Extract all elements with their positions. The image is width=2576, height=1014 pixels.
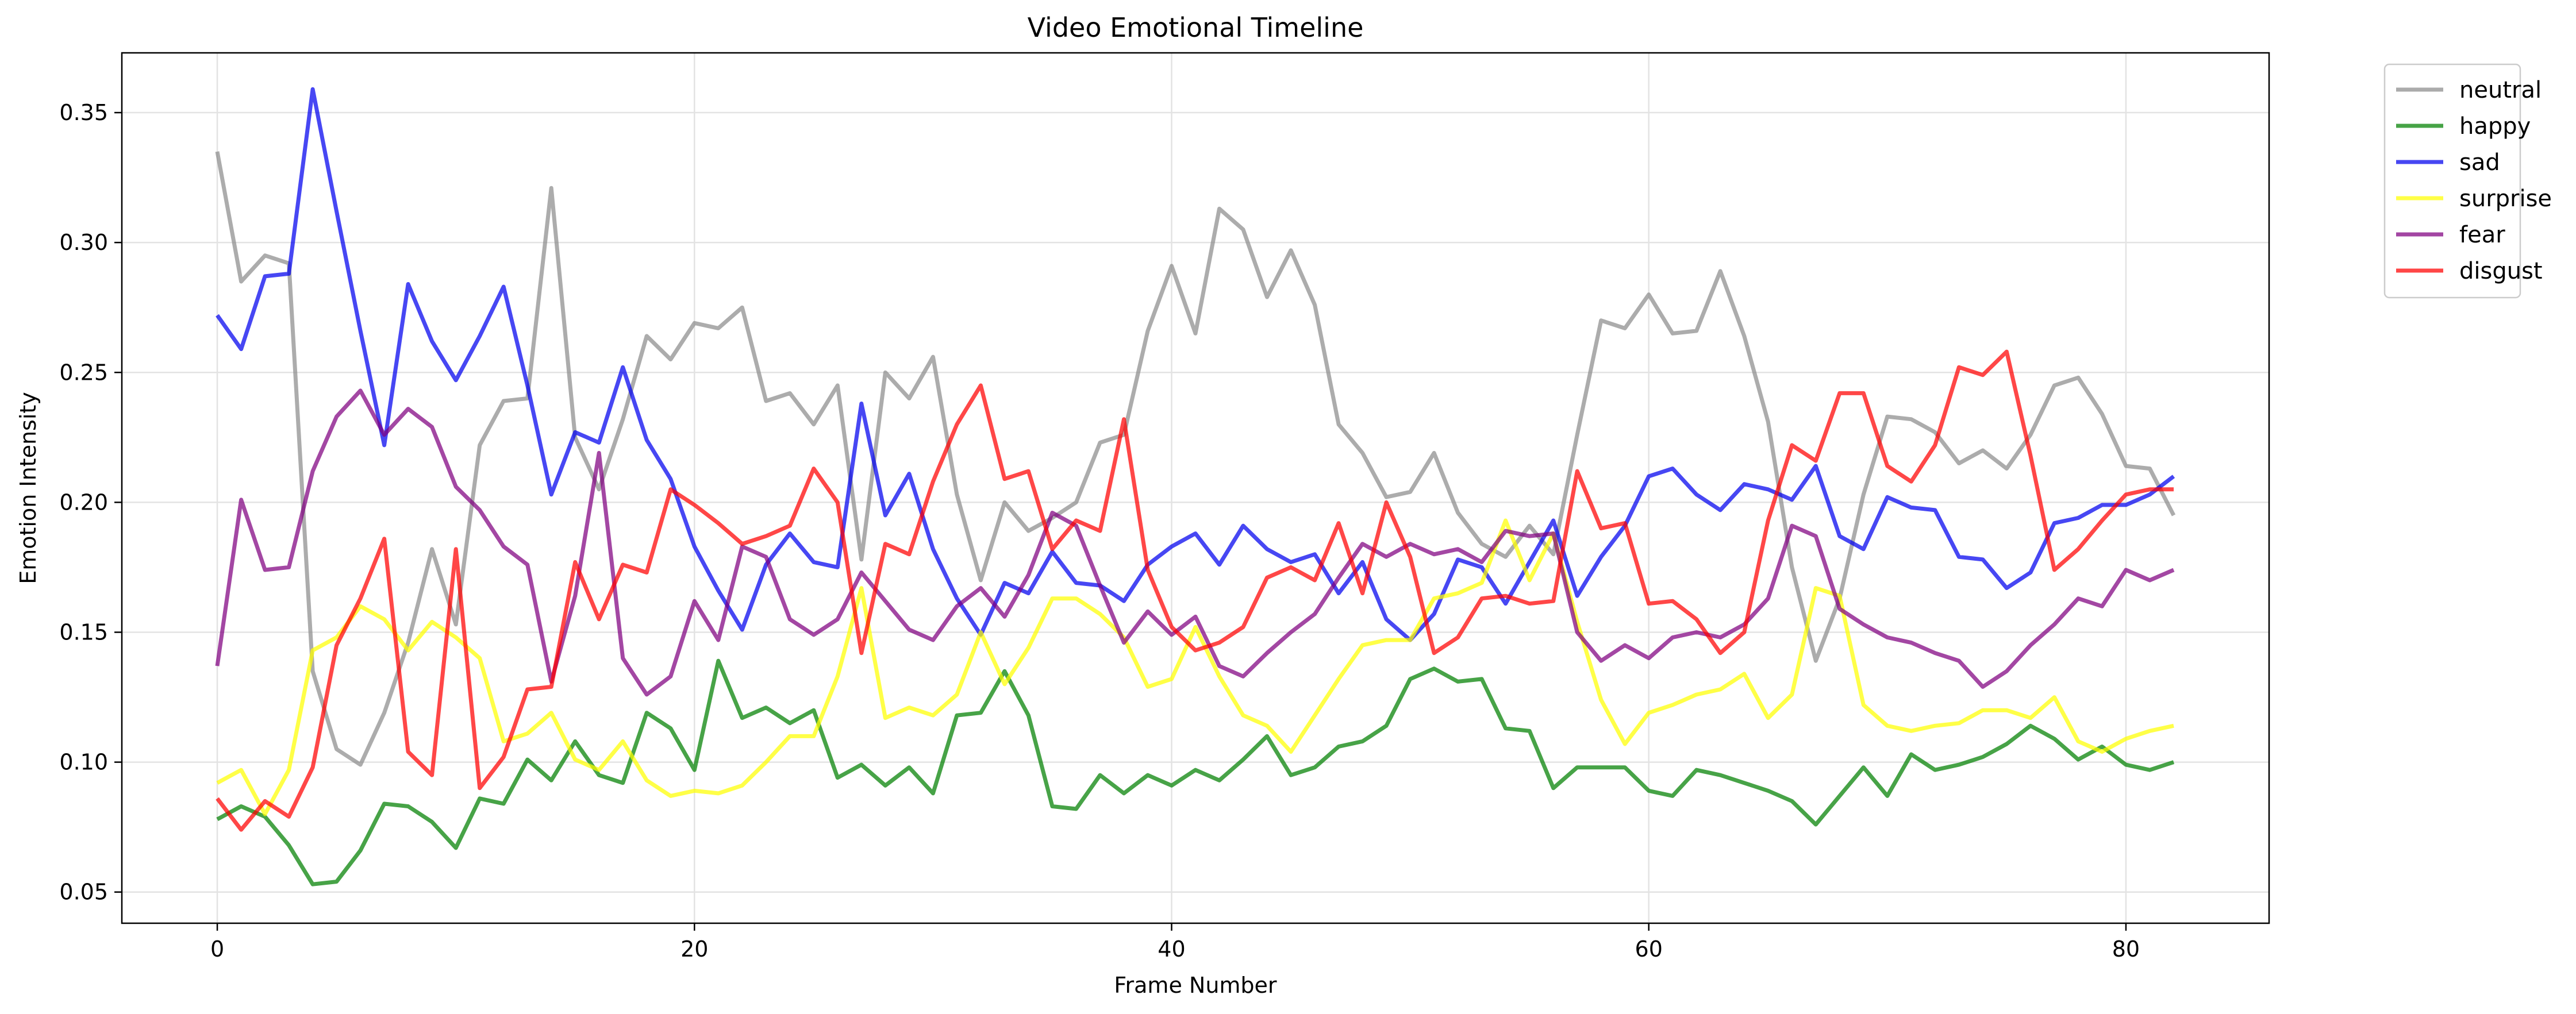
y-tick-label: 0.15 <box>59 619 108 645</box>
x-axis-label: Frame Number <box>1114 973 1277 998</box>
series-line-fear <box>215 388 2175 697</box>
legend-label-neutral: neutral <box>2459 77 2542 103</box>
y-tick-label: 0.20 <box>59 489 108 515</box>
legend-box <box>2383 63 2521 299</box>
series-line-happy <box>216 658 2175 886</box>
series-line-neutral <box>215 151 2176 767</box>
legend-label-sad: sad <box>2459 149 2500 176</box>
y-axis-label: Emotion Intensity <box>16 392 41 584</box>
series-line-disgust <box>216 349 2174 832</box>
x-tick-label: 0 <box>210 936 224 962</box>
chart-title: Video Emotional Timeline <box>1028 12 1364 43</box>
series-line-surprise <box>216 518 2174 816</box>
axes: 0 20 40 60 80 0.05 0.10 0.15 0.20 0.25 0.30 0.35 <box>59 100 2140 962</box>
legend-label-surprise: surprise <box>2459 186 2552 212</box>
x-tick-label: 80 <box>2112 936 2140 962</box>
legend: neutral happy sad surprise fear disgust <box>2383 63 2552 299</box>
y-tick-label: 0.10 <box>59 750 108 775</box>
legend-label-fear: fear <box>2459 222 2505 248</box>
x-tick-label: 20 <box>680 936 708 962</box>
series-line-sad <box>216 87 2175 642</box>
y-tick-label: 0.35 <box>59 100 108 125</box>
series-lines <box>215 87 2176 886</box>
x-tick-label: 40 <box>1158 936 1185 962</box>
x-tick-label: 60 <box>1635 936 1663 962</box>
plot-area-frame <box>121 52 2270 924</box>
y-tick-label: 0.25 <box>59 360 108 385</box>
y-tick-label: 0.30 <box>59 230 108 255</box>
y-tick-label: 0.05 <box>59 880 108 905</box>
grid <box>122 53 2269 923</box>
legend-label-disgust: disgust <box>2459 258 2543 284</box>
legend-label-happy: happy <box>2459 113 2531 140</box>
